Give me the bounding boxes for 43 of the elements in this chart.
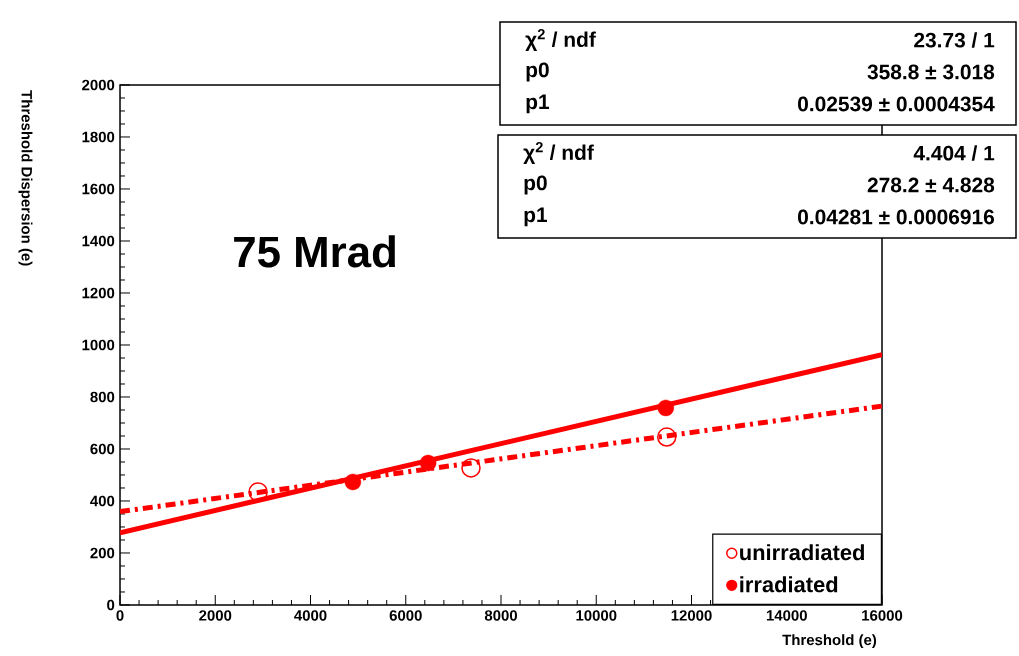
- y-tick-label: 200: [90, 547, 115, 559]
- y-tick-label: 400: [90, 495, 115, 507]
- x-axis-title: Threshold (e): [782, 634, 877, 649]
- point: [419, 454, 437, 472]
- annotation: 0.02539 ± 0.0004354: [798, 96, 995, 112]
- y-axis-title: Threshold Dispersion (e): [18, 90, 33, 266]
- point: [461, 458, 481, 478]
- y-tick-label: 600: [90, 443, 115, 455]
- text: 4.404 / 1: [913, 145, 995, 161]
- x-tick-label: 12000: [671, 610, 712, 621]
- annotation: 0.04281 ± 0.0006916: [798, 209, 995, 225]
- text: 23.73 / 1: [914, 32, 995, 48]
- y-tick-label: 1400: [82, 235, 115, 247]
- legend-label: unirradiated: [740, 544, 864, 561]
- x-tick-label: 10000: [576, 610, 617, 621]
- x-tick-label: 16000: [862, 610, 903, 621]
- annotation: 278.2 ± 4.828: [867, 177, 995, 193]
- point: [657, 427, 677, 447]
- annotation: χ$^{2}$ / ndf: [523, 141, 594, 165]
- annotation: p1: [524, 207, 548, 227]
- y-tick-label: 2000: [82, 79, 115, 91]
- annotation: p0: [524, 175, 547, 195]
- x-tick-label: 8000: [484, 610, 517, 621]
- point: [344, 473, 362, 491]
- point: [248, 482, 268, 502]
- annotation: 75 Mrad: [234, 235, 395, 268]
- legend-label: irradiated: [740, 576, 838, 593]
- y-tick-label: 1600: [82, 183, 115, 195]
- x-tick-label: 2000: [199, 610, 232, 621]
- text: χ$^{2}$ / ndf: [525, 28, 596, 52]
- x-tick-label: 0: [116, 610, 124, 621]
- annotation: p1: [526, 94, 550, 114]
- y-tick-label: 800: [90, 391, 115, 403]
- text: 358.8 ± 3.018: [867, 64, 995, 80]
- x-tick-label: 14000: [766, 610, 807, 621]
- y-tick-label: 1200: [82, 287, 115, 299]
- y-tick-label: 1000: [82, 339, 115, 351]
- x-tick-label: 6000: [389, 610, 422, 621]
- y-tick-label: 1800: [82, 131, 115, 143]
- text: p0: [526, 62, 549, 82]
- x-tick-label: 4000: [294, 610, 327, 621]
- point: [657, 399, 674, 417]
- y-tick-label: 0: [107, 599, 115, 611]
